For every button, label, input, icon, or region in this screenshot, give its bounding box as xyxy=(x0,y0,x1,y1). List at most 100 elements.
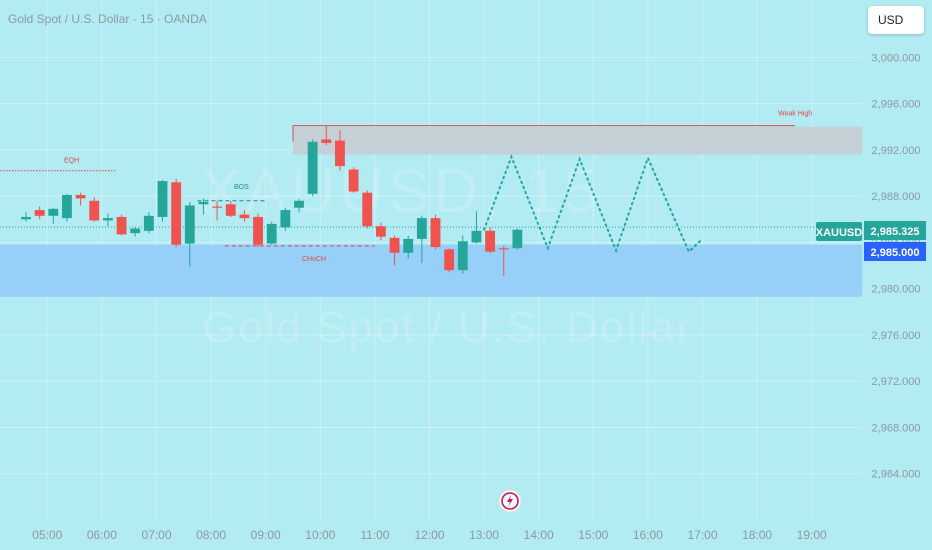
candle[interactable] xyxy=(457,235,468,274)
x-tick-label: 08:00 xyxy=(196,528,226,542)
candle[interactable] xyxy=(48,207,59,224)
y-tick-label: 2,968.000 xyxy=(872,422,921,434)
candle-body xyxy=(512,229,523,249)
candle-body xyxy=(335,140,345,167)
y-tick-label: 2,988.000 xyxy=(872,191,921,203)
candle-body xyxy=(362,192,373,227)
candle[interactable] xyxy=(21,212,31,222)
candle-body xyxy=(321,139,332,143)
candle[interactable] xyxy=(444,248,455,273)
lightning-alert-icon[interactable] xyxy=(498,489,522,513)
candle[interactable] xyxy=(335,130,345,171)
price-tags: XAUUSD 2,985.325 2,985.000 xyxy=(816,221,926,261)
candle[interactable] xyxy=(362,190,373,229)
candle[interactable] xyxy=(75,192,86,206)
currency-button[interactable]: USD xyxy=(868,6,924,34)
x-tick-label: 18:00 xyxy=(742,528,772,542)
candle[interactable] xyxy=(498,245,509,276)
candle[interactable] xyxy=(512,228,523,250)
x-tick-label: 10:00 xyxy=(305,528,335,542)
candle[interactable] xyxy=(430,214,441,250)
candle[interactable] xyxy=(253,213,263,248)
candle[interactable] xyxy=(239,210,250,222)
candle[interactable] xyxy=(471,211,482,244)
bos-label: BOS xyxy=(234,184,249,191)
candle-layer[interactable] xyxy=(21,125,523,276)
candle[interactable] xyxy=(266,221,277,245)
candle[interactable] xyxy=(403,235,414,259)
candle[interactable] xyxy=(198,198,209,215)
candle-body xyxy=(294,200,304,208)
candle[interactable] xyxy=(307,139,318,197)
candle[interactable] xyxy=(102,213,113,227)
x-tick-label: 16:00 xyxy=(633,528,663,542)
eqh-label: EQH xyxy=(64,158,79,165)
supply-zone xyxy=(293,126,862,155)
candle-body xyxy=(116,216,127,235)
candle[interactable] xyxy=(171,178,182,248)
candle-body xyxy=(280,210,291,228)
candle[interactable] xyxy=(280,207,291,231)
demand-zone xyxy=(0,244,862,297)
last-price-tag xyxy=(864,221,926,240)
candle[interactable] xyxy=(389,235,400,266)
x-tick-label: 09:00 xyxy=(251,528,281,542)
chart-title: Gold Spot / U.S. Dollar · 15 · OANDA xyxy=(8,12,207,26)
candle[interactable] xyxy=(89,197,100,222)
candle-body xyxy=(198,201,209,205)
choch-label: CHoCH xyxy=(302,256,326,263)
y-tick-label: 2,972.000 xyxy=(872,376,921,388)
candle[interactable] xyxy=(294,198,304,213)
crosshair-price-tag xyxy=(864,242,926,261)
candle[interactable] xyxy=(348,167,359,193)
candle[interactable] xyxy=(416,215,427,264)
x-tick-label: 13:00 xyxy=(469,528,499,542)
candle-body xyxy=(89,200,100,221)
x-tick-label: 12:00 xyxy=(414,528,444,542)
candle[interactable] xyxy=(485,227,496,253)
candle-body xyxy=(184,205,195,244)
candle[interactable] xyxy=(157,179,168,222)
candle[interactable] xyxy=(116,214,127,236)
y-tick-label: 2,976.000 xyxy=(872,330,921,342)
candle-body xyxy=(171,182,182,245)
candle-body xyxy=(457,241,468,271)
x-tick-label: 14:00 xyxy=(524,528,554,542)
weak-high-label: Weak High xyxy=(778,111,812,118)
candle-body xyxy=(498,248,509,250)
watermark-name: Gold Spot / U.S. Dollar xyxy=(202,303,693,352)
candle[interactable] xyxy=(212,200,223,221)
candle-body xyxy=(485,230,496,252)
candle-body xyxy=(157,181,168,217)
candle-body xyxy=(21,216,31,220)
candle-body xyxy=(307,141,318,194)
candle-body xyxy=(471,230,482,243)
crosshair-price-label: 2,985.000 xyxy=(871,247,920,259)
candle[interactable] xyxy=(130,227,141,237)
candle-body xyxy=(430,218,441,248)
candle-body xyxy=(266,223,277,244)
candle[interactable] xyxy=(225,200,236,217)
x-tick-label: 07:00 xyxy=(141,528,171,542)
y-tick-label: 2,964.000 xyxy=(872,469,921,481)
axis-layer: 3,000.000 2,996.000 2,992.000 2,988.000 2,98… xyxy=(32,52,920,542)
candle-body xyxy=(239,214,250,219)
candle-body xyxy=(34,210,45,216)
candle[interactable] xyxy=(375,222,386,241)
candle[interactable] xyxy=(62,193,72,222)
y-tick-label: 2,980.000 xyxy=(872,284,921,296)
y-tick-label: 3,000.000 xyxy=(872,52,921,64)
symbol-tag xyxy=(816,222,862,241)
structure-layer: EQH BOS CHoCH Weak High xyxy=(0,111,862,263)
candle[interactable] xyxy=(321,125,332,146)
candle[interactable] xyxy=(143,212,154,234)
candle-body xyxy=(102,218,113,221)
watermark: XAUUSD, 15 Gold Spot / U.S. Dollar xyxy=(200,157,693,352)
candle[interactable] xyxy=(34,206,45,220)
x-tick-label: 05:00 xyxy=(32,528,62,542)
x-tick-label: 11:00 xyxy=(360,528,389,542)
candle-body xyxy=(253,216,263,245)
candle[interactable] xyxy=(184,201,195,267)
candle-body xyxy=(225,204,236,216)
